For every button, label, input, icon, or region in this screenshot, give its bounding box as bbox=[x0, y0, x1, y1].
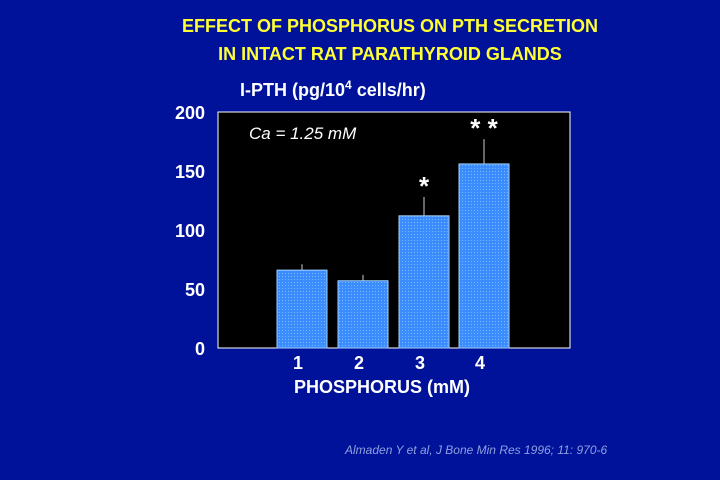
y-axis-label-superscript: 4 bbox=[345, 78, 352, 92]
y-tick-label: 200 bbox=[175, 103, 205, 123]
bar bbox=[276, 269, 328, 349]
slide-title-line-2: IN INTACT RAT PARATHYROID GLANDS bbox=[218, 44, 562, 64]
x-tick-label: 3 bbox=[415, 353, 425, 373]
y-tick-label: 150 bbox=[175, 162, 205, 182]
plot-area bbox=[217, 111, 571, 349]
x-tick-label: 1 bbox=[293, 353, 303, 373]
slide-title-line-1: EFFECT OF PHOSPHORUS ON PTH SECRETION bbox=[181, 16, 599, 36]
citation: Almaden Y et al, J Bone Min Res 1996; 11… bbox=[345, 443, 608, 457]
y-tick-label: 0 bbox=[195, 339, 205, 359]
condition-annotation: Ca = 1.25 mM bbox=[249, 124, 357, 143]
y-axis-label: I-PTH (pg/104 cells/hr) bbox=[240, 78, 426, 101]
bar bbox=[458, 163, 510, 349]
y-tick-label: 50 bbox=[185, 280, 205, 300]
x-axis-label: PHOSPHORUS (mM) bbox=[294, 377, 471, 397]
bar bbox=[398, 215, 450, 349]
bar bbox=[337, 280, 389, 349]
y-axis-label-suffix: cells/hr) bbox=[351, 80, 426, 100]
y-axis-label-prefix: I-PTH (pg/10 bbox=[240, 80, 346, 100]
y-tick-label: 100 bbox=[175, 221, 205, 241]
significance-marker: * bbox=[419, 171, 430, 201]
significance-marker: * * bbox=[470, 113, 498, 143]
x-tick-label: 4 bbox=[475, 353, 485, 373]
x-tick-label: 2 bbox=[354, 353, 364, 373]
